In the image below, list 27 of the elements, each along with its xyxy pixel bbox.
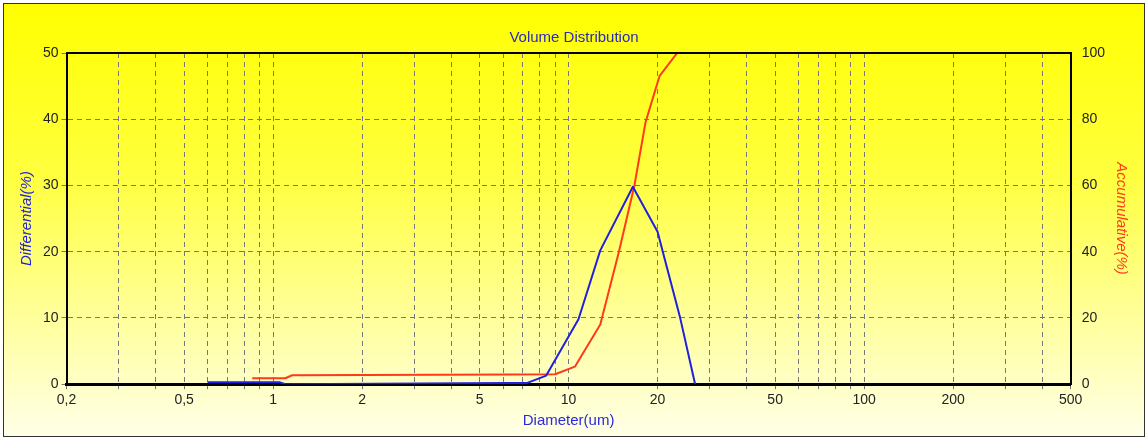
x-tick-label: 5 (475, 391, 484, 408)
x-tick-label: 10 (560, 391, 577, 408)
x-axis-title: Diameter(um) (522, 411, 615, 429)
y-axis-title: Differential(%) (17, 171, 35, 267)
y-tick-label: 40 (42, 110, 59, 127)
y2-axis-title: Accumulative(%) (1113, 161, 1131, 275)
x-tick-label: 0,2 (56, 391, 77, 408)
y-tick-label: 50 (42, 43, 59, 60)
chart-title: Volume Distribution (509, 28, 639, 46)
x-tick-label: 50 (767, 391, 784, 408)
y2-tick-label: 40 (1081, 242, 1098, 259)
y2-tick-label: 20 (1081, 308, 1098, 325)
x-tick-label: 0,5 (174, 391, 195, 408)
x-tick-label: 1 (269, 391, 278, 408)
y2-tick-label: 80 (1081, 110, 1098, 127)
x-tick-label: 2 (358, 391, 367, 408)
y2-tick-label: 0 (1081, 375, 1090, 392)
x-tick-label: 100 (852, 391, 876, 408)
y2-tick-label: 100 (1081, 43, 1106, 60)
x-tick-label: 500 (1058, 391, 1083, 408)
x-tick-label: 20 (649, 391, 666, 408)
x-tick-label: 200 (941, 391, 965, 408)
y-tick-label: 30 (42, 176, 59, 193)
y-tick-label: 0 (50, 375, 59, 392)
y2-tick-label: 60 (1081, 176, 1098, 193)
y-tick-label: 10 (42, 308, 59, 325)
y-tick-label: 20 (42, 242, 59, 259)
